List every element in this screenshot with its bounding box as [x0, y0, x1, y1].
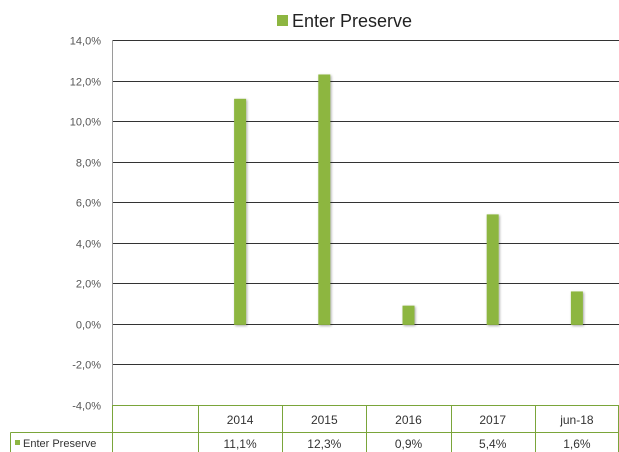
- y-tick-label: -4,0%: [72, 401, 101, 413]
- bar: [486, 214, 499, 325]
- bar: [402, 305, 415, 325]
- bar: [318, 74, 331, 325]
- y-tick-label: 12,0%: [70, 77, 101, 89]
- y-tick-label: 8,0%: [76, 158, 101, 170]
- y-tick-label: 4,0%: [76, 239, 101, 251]
- data-label: 0,9%: [395, 437, 423, 451]
- data-label: 11,1%: [224, 437, 257, 451]
- data-label: 5,4%: [479, 437, 507, 451]
- bars: [234, 74, 583, 325]
- data-label: 1,6%: [563, 437, 591, 451]
- y-tick-label: 14,0%: [70, 36, 101, 48]
- y-axis-tick-labels: -4,0% -2,0% 0,0% 2,0% 4,0% 6,0% 8,0% 10,0% 12,0%…: [70, 36, 101, 413]
- y-tick-label: 6,0%: [76, 198, 101, 210]
- table-series-label: Enter Preserve: [23, 438, 96, 450]
- bar: [234, 98, 247, 325]
- data-table: 2014 11,1% 2015 12,3% 2016 0,9% 2017 5,4% jun-18…: [10, 405, 619, 452]
- y-tick-label: -2,0%: [72, 360, 101, 372]
- y-tick-label: 0,0%: [76, 320, 101, 332]
- bar: [570, 291, 583, 325]
- legend-label: Enter Preserve: [292, 11, 412, 31]
- data-label: 12,3%: [307, 437, 341, 451]
- table-legend-swatch: [15, 440, 20, 445]
- gridlines: [112, 40, 619, 405]
- legend-swatch: [277, 15, 288, 26]
- x-tick-label: 2015: [311, 413, 338, 427]
- legend: Enter Preserve: [277, 11, 412, 31]
- x-tick-label: 2017: [479, 413, 506, 427]
- x-tick-label: 2014: [227, 413, 254, 427]
- x-tick-label: 2016: [395, 413, 422, 427]
- y-tick-label: 2,0%: [76, 279, 101, 291]
- x-tick-label: jun-18: [559, 413, 594, 427]
- y-tick-label: 10,0%: [70, 117, 101, 129]
